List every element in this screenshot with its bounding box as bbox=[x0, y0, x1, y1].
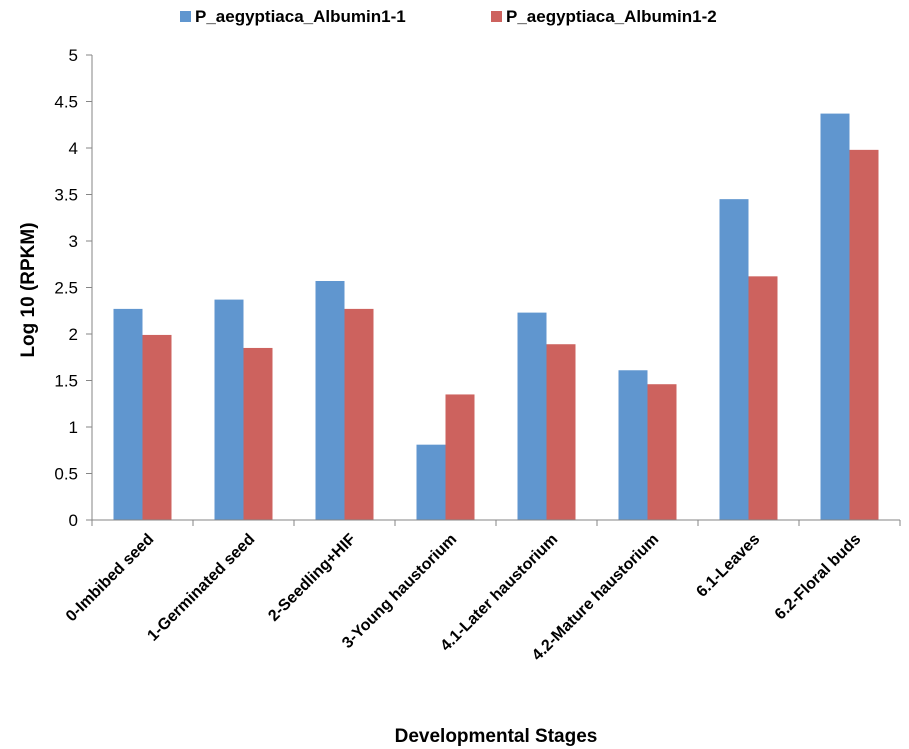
bar-series-1 bbox=[416, 444, 446, 520]
x-category-label: 1-Germinated seed bbox=[144, 531, 258, 645]
bar-series-1 bbox=[315, 280, 345, 520]
y-axis-title: Log 10 (RPKM) bbox=[18, 222, 39, 357]
y-tick-label: 0 bbox=[69, 511, 78, 530]
x-category-label: 6.2-Floral buds bbox=[772, 531, 865, 624]
y-tick-label: 3 bbox=[69, 232, 78, 251]
y-tick-label: 1.5 bbox=[54, 372, 78, 391]
bar-series-1 bbox=[618, 370, 648, 520]
bar-series-2 bbox=[142, 334, 172, 520]
x-category-label: 3-Young haustorium bbox=[339, 531, 460, 652]
y-tick-label: 4.5 bbox=[54, 93, 78, 112]
y-axis-ticks: 0 0.5 1 1.5 2 2.5 3 3.5 4 4.5 5 bbox=[54, 46, 92, 530]
bar-series-1 bbox=[517, 312, 547, 520]
bar-series-2 bbox=[546, 344, 576, 520]
bar-series-2 bbox=[243, 347, 273, 520]
axes bbox=[91, 55, 901, 526]
bar-series-2 bbox=[748, 276, 778, 520]
legend-label: P_aegyptiaca_Albumin1-2 bbox=[506, 7, 717, 26]
y-tick-label: 5 bbox=[69, 46, 78, 65]
y-tick-label: 3.5 bbox=[54, 186, 78, 205]
y-tick-label: 1 bbox=[69, 418, 78, 437]
bar-series-1 bbox=[113, 308, 143, 520]
bar-series-2 bbox=[445, 394, 475, 520]
y-tick-label: 0.5 bbox=[54, 465, 78, 484]
x-category-label: 6.1-Leaves bbox=[693, 531, 763, 601]
bar-series-1 bbox=[820, 113, 850, 520]
bars bbox=[113, 113, 879, 521]
legend-swatch bbox=[180, 11, 191, 22]
bar-series-1 bbox=[719, 199, 749, 520]
bar-series-2 bbox=[344, 308, 374, 520]
y-tick-label: 4 bbox=[69, 139, 78, 158]
y-tick-label: 2 bbox=[69, 325, 78, 344]
x-category-label: 4.1-Later haustorium bbox=[437, 531, 561, 655]
x-category-label: 0-Imbibed seed bbox=[63, 531, 157, 625]
bar-series-2 bbox=[647, 384, 677, 520]
bar-series-2 bbox=[849, 149, 879, 521]
x-category-label: 2-Seedling+HIF bbox=[265, 531, 359, 625]
y-tick-label: 2.5 bbox=[54, 279, 78, 298]
legend-swatch bbox=[491, 11, 502, 22]
bar-series-1 bbox=[214, 299, 244, 520]
legend: P_aegyptiaca_Albumin1-1 P_aegyptiaca_Albu… bbox=[180, 7, 717, 26]
x-axis-title: Developmental Stages bbox=[395, 726, 598, 747]
legend-label: P_aegyptiaca_Albumin1-1 bbox=[195, 7, 406, 26]
